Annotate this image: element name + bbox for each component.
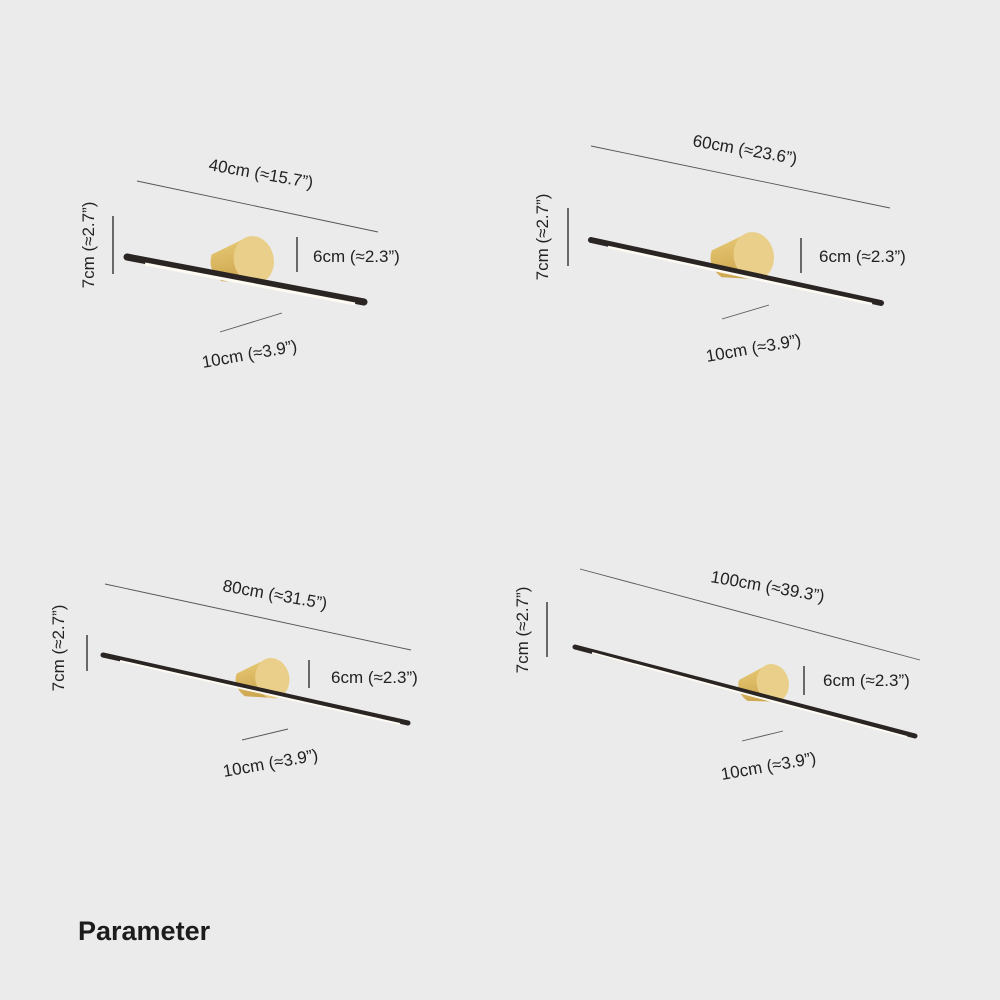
lamp-bar [100,652,411,726]
lamp-light-strip [144,262,356,306]
lamp-light-strip [607,245,873,306]
base-height-label: 6cm (≈2.3”) [823,671,910,690]
lamp-light-strip [119,660,401,725]
base-height-label: 6cm (≈2.3”) [331,668,418,687]
height-label: 7cm (≈2.7”) [49,605,68,692]
base-height-label: 6cm (≈2.3”) [819,247,906,266]
depth-label: 10cm (≈3.9”) [200,337,298,372]
depth-label: 10cm (≈3.9”) [704,331,802,366]
lamp-panel-100cm: 100cm (≈39.3”) 7cm (≈2.7”) 6cm (≈2.3”) 1… [513,567,921,784]
base-height-label: 6cm (≈2.3”) [313,247,400,266]
lamp-bar [588,237,884,306]
length-label: 60cm (≈23.6”) [691,131,798,168]
height-label: 7cm (≈2.7”) [79,202,98,289]
lamp-bar [123,253,368,306]
length-dimension-line [590,145,891,209]
height-label: 7cm (≈2.7”) [533,194,552,281]
page-title: Parameter [78,916,211,946]
lamp-light-strip [591,652,908,738]
depth-dimension-line [219,312,283,333]
length-label: 100cm (≈39.3”) [709,567,826,606]
depth-label: 10cm (≈3.9”) [221,746,319,781]
length-dimension-line [104,583,412,651]
lamp-panel-60cm: 60cm (≈23.6”) 7cm (≈2.7”) 6cm (≈2.3”) 10… [533,131,906,366]
depth-dimension-line [741,730,784,742]
length-dimension-line [136,180,379,233]
depth-dimension-line [721,304,770,320]
height-label: 7cm (≈2.7”) [513,587,532,674]
lamp-panel-40cm: 40cm (≈15.7”) 7cm (≈2.7”) 6cm (≈2.3”) 10… [79,155,400,372]
length-label: 80cm (≈31.5”) [221,576,328,613]
depth-dimension-line [241,728,289,741]
length-dimension-line [579,568,921,661]
lamp-panel-80cm: 80cm (≈31.5”) 7cm (≈2.7”) 6cm (≈2.3”) 10… [49,576,418,781]
length-label: 40cm (≈15.7”) [207,155,314,192]
depth-label: 10cm (≈3.9”) [719,749,817,784]
lamp-bar [572,644,918,739]
